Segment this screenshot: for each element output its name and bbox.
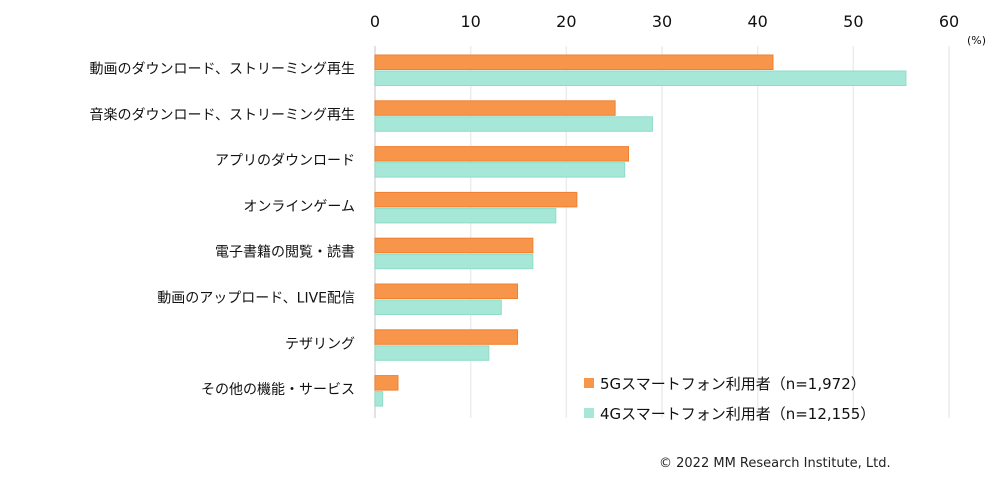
- bar-5g-2: [374, 146, 630, 162]
- category-label: オンラインゲーム: [243, 199, 355, 215]
- bar-4g-1: [374, 116, 653, 132]
- bar-4g-7: [374, 391, 384, 407]
- bar-5g-1: [374, 100, 616, 116]
- legend: 5Gスマートフォン利用者（n=1,972） 4Gスマートフォン利用者（n=12,…: [584, 375, 875, 423]
- bar-4g-2: [374, 162, 626, 178]
- bar-5g-7: [374, 375, 399, 391]
- x-tick-label: 0: [370, 12, 380, 31]
- bar-5g-3: [374, 191, 578, 208]
- bar-4g-3: [374, 207, 557, 224]
- category-labels: 動画のダウンロード、ストリーミング再生音楽のダウンロード、ストリーミング再生アプ…: [90, 62, 355, 399]
- legend-swatch-5g: [584, 378, 594, 388]
- bar-5g-5: [374, 283, 519, 299]
- legend-label-4g: 4Gスマートフォン利用者（n=12,155）: [600, 405, 875, 423]
- x-tick-label: 10: [460, 12, 480, 31]
- legend-swatch-4g: [584, 408, 594, 418]
- bars: [374, 54, 907, 407]
- category-label: 動画のダウンロード、ストリーミング再生: [90, 62, 355, 78]
- bar-4g-5: [374, 299, 502, 315]
- legend-label-5g: 5Gスマートフォン利用者（n=1,972）: [600, 375, 866, 393]
- bar-4g-4: [374, 253, 534, 270]
- x-axis-ticks: 0 10 20 30 40 50 60: [370, 12, 959, 31]
- x-tick-label: 60: [939, 12, 959, 31]
- x-tick-label: 50: [843, 12, 863, 31]
- bar-5g-6: [374, 329, 519, 345]
- bar-4g-0: [374, 70, 907, 86]
- copyright-text: © 2022 MM Research Institute, Ltd.: [659, 456, 891, 471]
- category-label: その他の機能・サービス: [201, 382, 355, 398]
- category-label: 音楽のダウンロード、ストリーミング再生: [90, 106, 355, 123]
- x-tick-label: 20: [556, 12, 576, 31]
- bar-5g-4: [374, 237, 534, 254]
- category-label: 電子書籍の閲覧・読書: [215, 244, 355, 261]
- category-label: テザリング: [285, 336, 355, 352]
- category-label: アプリのダウンロード: [215, 153, 355, 169]
- unit-label: (%): [967, 34, 986, 47]
- bar-4g-6: [374, 345, 490, 361]
- bar-5g-0: [374, 54, 774, 70]
- category-label: 動画のアップロード、LIVE配信: [157, 291, 355, 307]
- x-tick-label: 40: [747, 12, 767, 31]
- x-tick-label: 30: [652, 12, 672, 31]
